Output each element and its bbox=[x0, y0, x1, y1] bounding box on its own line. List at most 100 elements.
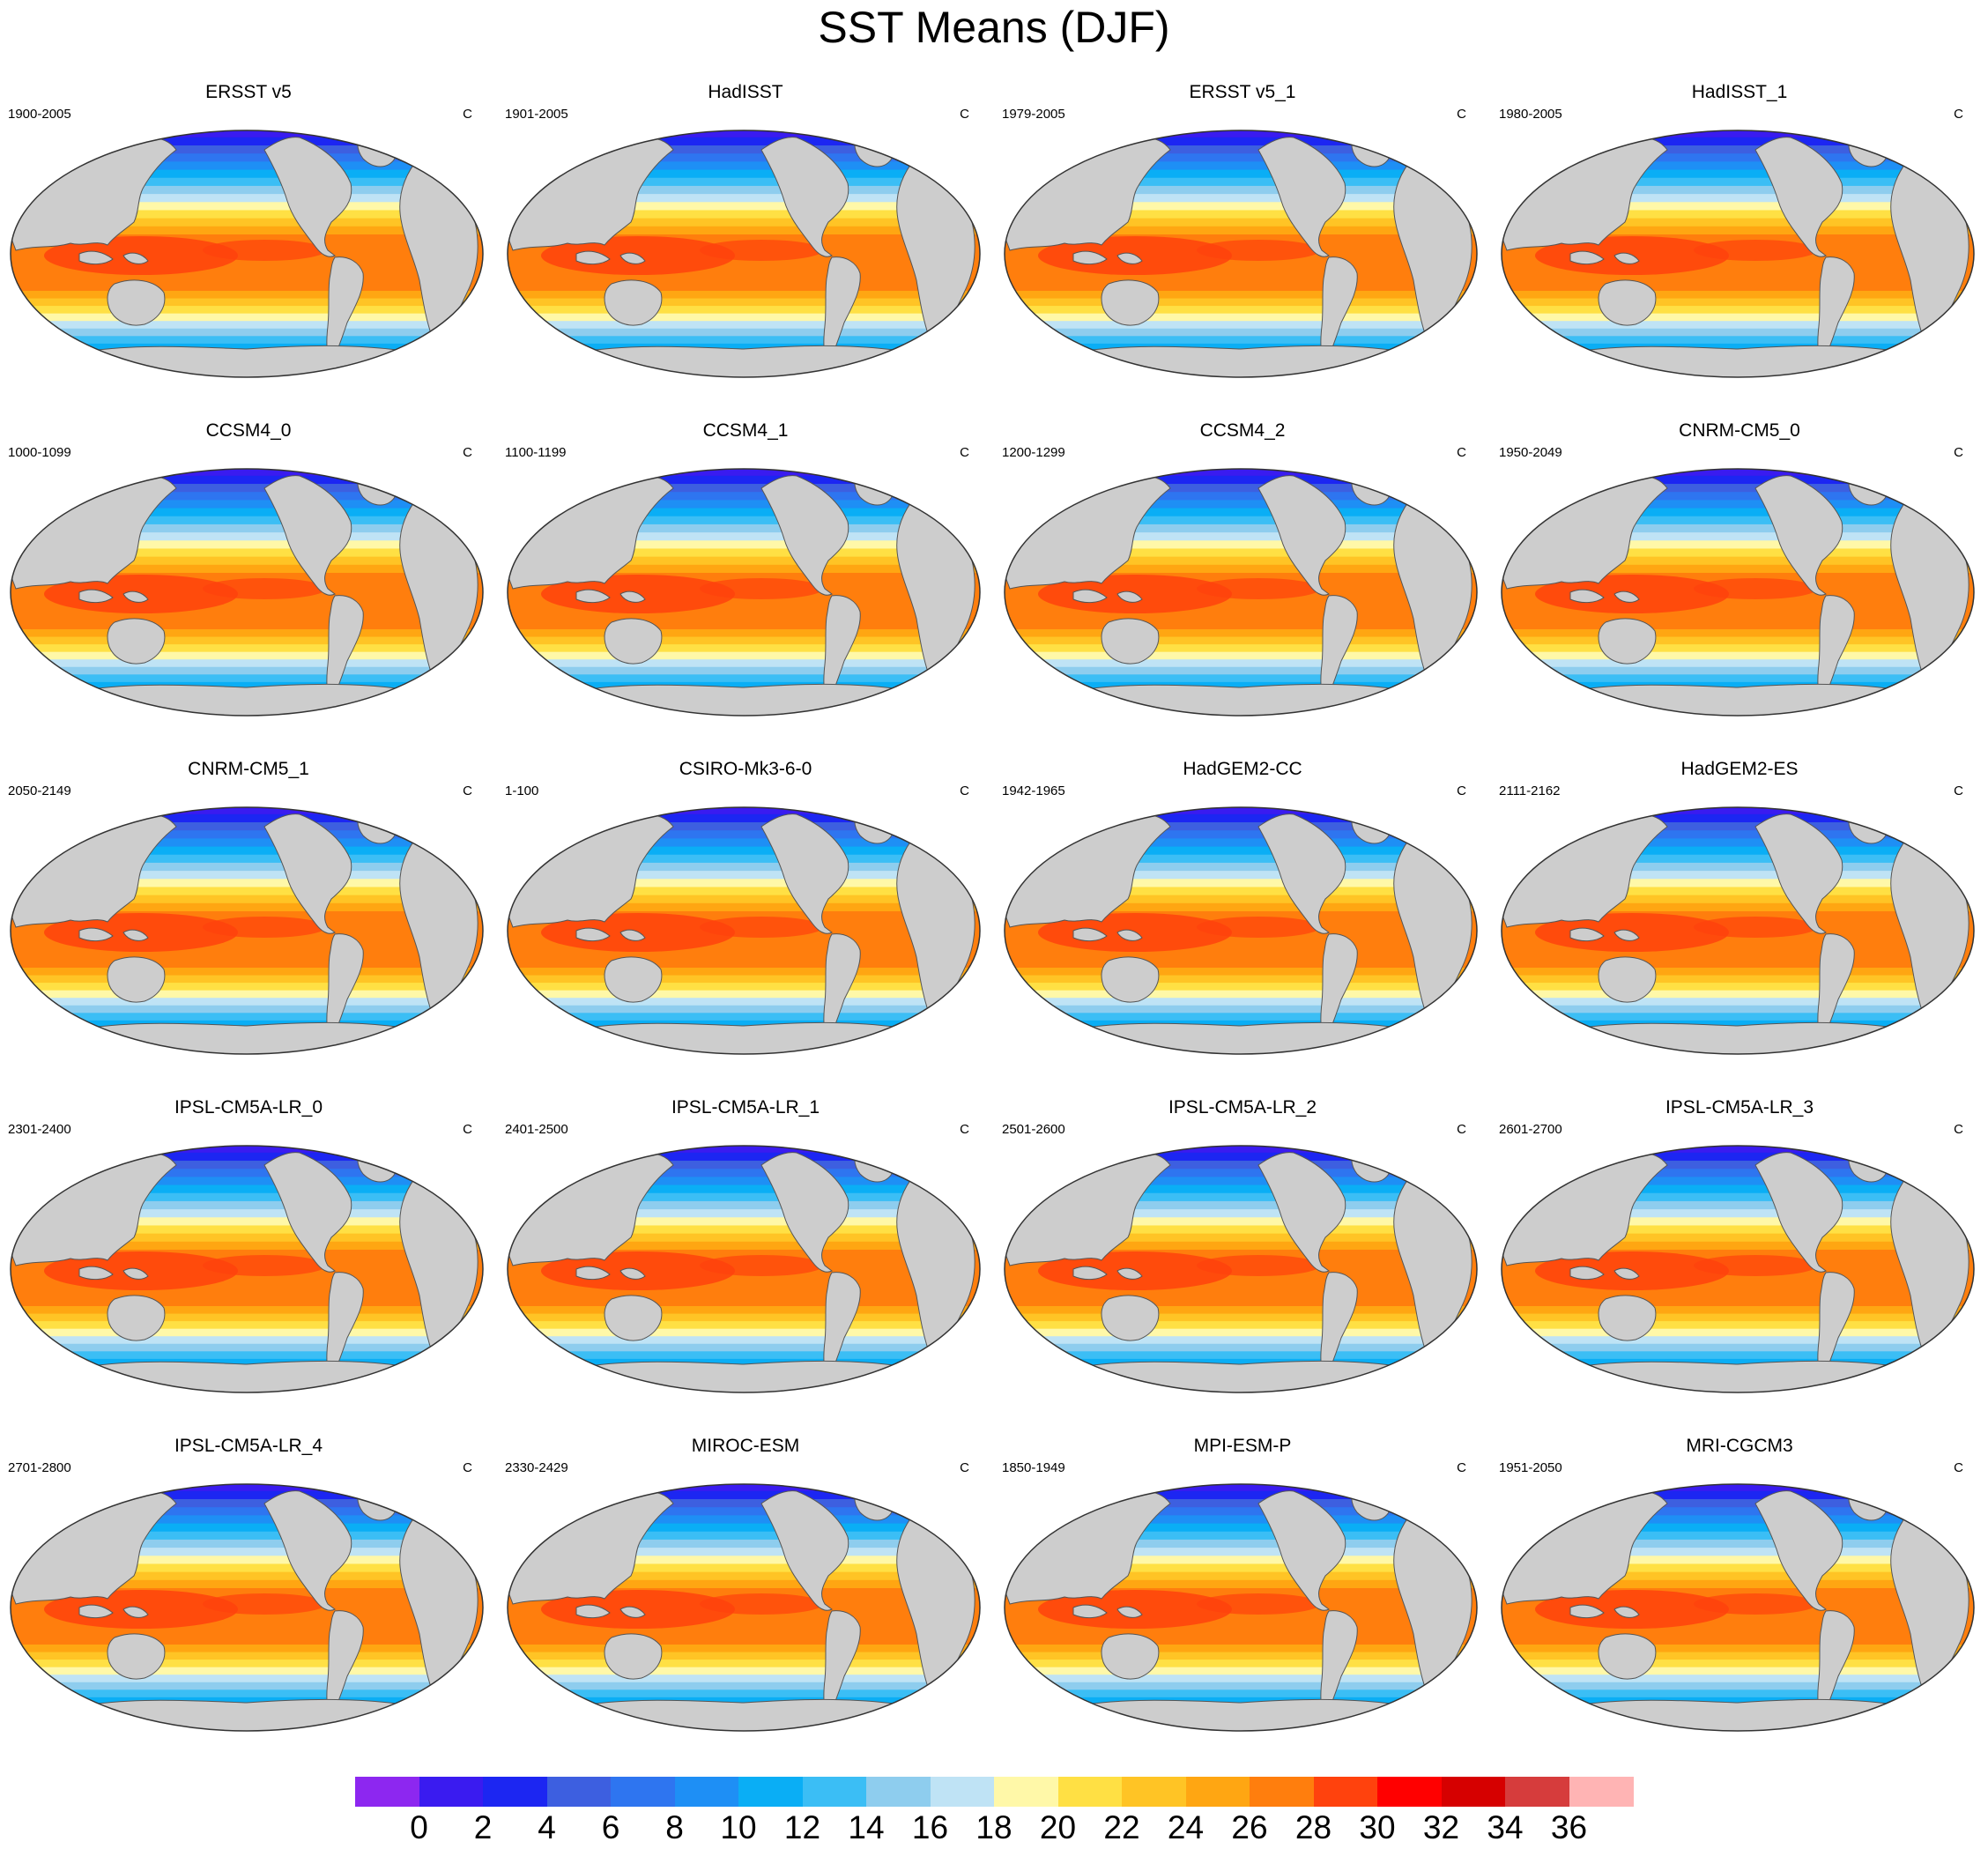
panel-title: ERSST v5_1 bbox=[1189, 82, 1296, 102]
colorbar-swatch bbox=[419, 1777, 484, 1807]
map-panel: ERSST v5 1900-2005 C bbox=[0, 82, 497, 420]
panel-period: 1850-1949 bbox=[1002, 1460, 1065, 1475]
world-map bbox=[507, 468, 981, 717]
panel-title: MPI-ESM-P bbox=[1193, 1436, 1292, 1456]
panel-period: 2330-2429 bbox=[505, 1460, 568, 1475]
map-panel: IPSL-CM5A-LR_0 2301-2400 C bbox=[0, 1097, 497, 1436]
colorbar-tick-label: 8 bbox=[665, 1809, 684, 1845]
map-panel: CNRM-CM5_1 2050-2149 C bbox=[0, 759, 497, 1097]
panel-period: 1900-2005 bbox=[8, 107, 71, 122]
panel-period: 1901-2005 bbox=[505, 107, 568, 122]
panel-period: 1942-1965 bbox=[1002, 783, 1065, 798]
colorbar-tick-label: 22 bbox=[1103, 1809, 1140, 1845]
colorbar-swatch bbox=[738, 1777, 803, 1807]
panel-period: 2701-2800 bbox=[8, 1460, 71, 1475]
panel-period: 1000-1099 bbox=[8, 445, 71, 460]
panel-title: CCSM4_0 bbox=[205, 420, 292, 441]
colorbar-tick-label: 28 bbox=[1294, 1809, 1332, 1845]
panel-period: 2401-2500 bbox=[505, 1122, 568, 1137]
panel-units: C bbox=[1954, 1460, 1963, 1475]
panel-units: C bbox=[1457, 445, 1466, 460]
panel-period: 1979-2005 bbox=[1002, 107, 1065, 122]
world-map bbox=[1501, 1483, 1975, 1732]
panel-title: IPSL-CM5A-LR_3 bbox=[1665, 1097, 1814, 1118]
figure-title: SST Means (DJF) bbox=[818, 3, 1170, 52]
colorbar-tick-label: 30 bbox=[1359, 1809, 1396, 1845]
panel-title: HadGEM2-CC bbox=[1183, 759, 1302, 779]
panel-title: HadISST_1 bbox=[1691, 82, 1788, 102]
colorbar-tick-label: 34 bbox=[1487, 1809, 1524, 1845]
panel-period: 2050-2149 bbox=[8, 783, 71, 798]
panel-units: C bbox=[960, 783, 969, 798]
map-panel: IPSL-CM5A-LR_4 2701-2800 C bbox=[0, 1436, 497, 1774]
map-panel: HadISST_1 1980-2005 C bbox=[1491, 82, 1988, 420]
colorbar-swatch bbox=[1185, 1777, 1250, 1807]
panel-title: MIROC-ESM bbox=[691, 1436, 800, 1456]
panel-units: C bbox=[463, 445, 472, 460]
panel-title: IPSL-CM5A-LR_0 bbox=[174, 1097, 323, 1118]
colorbar-tick-label: 4 bbox=[538, 1809, 556, 1845]
panel-units: C bbox=[1457, 783, 1466, 798]
world-map bbox=[1004, 1483, 1478, 1732]
world-map bbox=[10, 1145, 484, 1393]
panel-title: ERSST v5 bbox=[205, 82, 292, 102]
panel-units: C bbox=[1954, 445, 1963, 460]
world-map bbox=[1501, 1145, 1975, 1393]
panel-period: 2301-2400 bbox=[8, 1122, 71, 1137]
panel-grid: ERSST v5 1900-2005 C HadISST 1901-2005 C ERSST… bbox=[0, 82, 1988, 1732]
panel-units: C bbox=[960, 1460, 969, 1475]
world-map bbox=[10, 130, 484, 378]
panel-title: IPSL-CM5A-LR_1 bbox=[671, 1097, 820, 1118]
colorbar-swatch bbox=[674, 1777, 739, 1807]
panel-units: C bbox=[1457, 1122, 1466, 1137]
colorbar-tick-label: 2 bbox=[473, 1809, 493, 1845]
panel-units: C bbox=[960, 1122, 969, 1137]
colorbar-swatch bbox=[1250, 1777, 1314, 1807]
panel-period: 1-100 bbox=[505, 783, 539, 798]
map-panel: CSIRO-Mk3-6-0 1-100 C bbox=[497, 759, 994, 1097]
panel-period: 2111-2162 bbox=[1499, 783, 1561, 798]
panel-title: HadISST bbox=[708, 82, 783, 102]
colorbar-tick-label: 20 bbox=[1039, 1809, 1077, 1845]
colorbar-tick-label: 32 bbox=[1422, 1809, 1460, 1845]
colorbar-swatch bbox=[1313, 1777, 1378, 1807]
map-panel: HadGEM2-ES 2111-2162 C bbox=[1491, 759, 1988, 1097]
colorbar-tick-label: 10 bbox=[720, 1809, 757, 1845]
world-map bbox=[1501, 130, 1975, 378]
map-panel: CNRM-CM5_0 1950-2049 C bbox=[1491, 420, 1988, 759]
colorbar-swatch bbox=[546, 1777, 612, 1807]
panel-units: C bbox=[960, 107, 969, 122]
panel-units: C bbox=[1457, 1460, 1466, 1475]
world-map bbox=[507, 1145, 981, 1393]
panel-units: C bbox=[1457, 107, 1466, 122]
panel-units: C bbox=[463, 1460, 472, 1475]
panel-units: C bbox=[1954, 783, 1963, 798]
panel-title: IPSL-CM5A-LR_2 bbox=[1168, 1097, 1317, 1118]
panel-units: C bbox=[463, 1122, 472, 1137]
panel-title: CNRM-CM5_1 bbox=[188, 759, 309, 779]
map-panel: CCSM4_1 1100-1199 C bbox=[497, 420, 994, 759]
world-map bbox=[1004, 130, 1478, 378]
panel-units: C bbox=[960, 445, 969, 460]
colorbar-swatch bbox=[1377, 1777, 1442, 1807]
map-panel: MRI-CGCM3 1951-2050 C bbox=[1491, 1436, 1988, 1774]
colorbar-swatch bbox=[866, 1777, 931, 1807]
panel-period: 1200-1299 bbox=[1002, 445, 1065, 460]
panel-units: C bbox=[1954, 1122, 1963, 1137]
colorbar-tick-label: 12 bbox=[783, 1809, 821, 1845]
colorbar-swatch bbox=[1505, 1777, 1569, 1807]
world-map bbox=[507, 130, 981, 378]
colorbar-tick-label: 24 bbox=[1167, 1809, 1205, 1845]
colorbar-swatch bbox=[355, 1777, 419, 1807]
colorbar-tick-label: 18 bbox=[975, 1809, 1013, 1845]
colorbar-swatch bbox=[611, 1777, 675, 1807]
map-panel: CCSM4_0 1000-1099 C bbox=[0, 420, 497, 759]
colorbar-swatch bbox=[1122, 1777, 1186, 1807]
panel-units: C bbox=[463, 107, 472, 122]
colorbar-swatch bbox=[930, 1777, 995, 1807]
world-map bbox=[10, 1483, 484, 1732]
panel-title: CCSM4_1 bbox=[702, 420, 789, 441]
panel-title: IPSL-CM5A-LR_4 bbox=[174, 1436, 323, 1456]
panel-period: 1980-2005 bbox=[1499, 107, 1562, 122]
world-map bbox=[1501, 806, 1975, 1055]
